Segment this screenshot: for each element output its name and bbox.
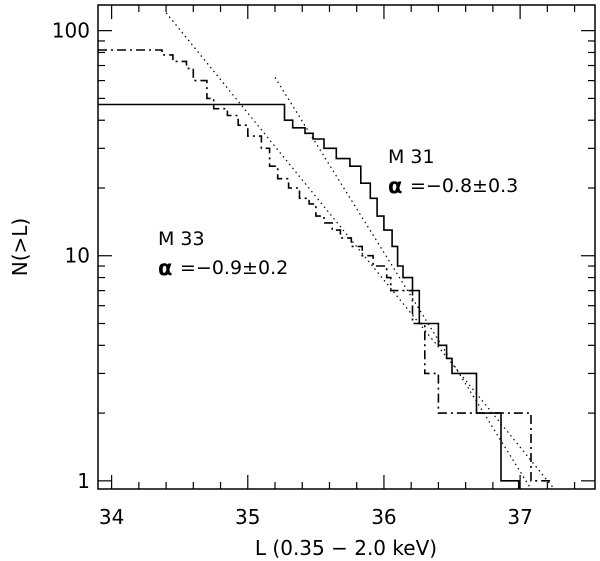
annotation-m31: M 31 α =−0.8±0.3 [388, 146, 518, 198]
y-tick-label: 1 [77, 469, 90, 493]
plot-frame [97, 4, 596, 490]
x-tick-label: 35 [235, 505, 260, 529]
m31-label: M 31 [388, 146, 435, 168]
m31-alpha-value: =−0.8±0.3 [410, 175, 518, 197]
m33-label: M 33 [158, 228, 205, 250]
m33-alpha-value: =−0.9±0.2 [180, 257, 288, 279]
fit-line-2 [274, 77, 532, 490]
x-tick-label: 34 [99, 505, 124, 529]
x-axis-label: L (0.35 − 2.0 keV) [255, 536, 437, 560]
m31-alpha-symbol: α [388, 174, 402, 198]
annotation-m33: M 33 α =−0.9±0.2 [158, 228, 288, 280]
y-axis-label: N(>L) [8, 218, 32, 276]
x-tick-label: 37 [507, 505, 532, 529]
series-layer [98, 12, 555, 490]
plot-area: 34 35 36 37 1 10 100 [52, 4, 596, 529]
fit-line-1 [165, 12, 555, 490]
series-m33-step [98, 49, 551, 482]
y-tick-label: 10 [65, 244, 90, 268]
y-tick-label: 100 [52, 19, 90, 43]
m33-alpha-symbol: α [158, 256, 172, 280]
series-m31-step [98, 103, 520, 489]
tick-layer: 34 35 36 37 1 10 100 [52, 5, 595, 529]
x-tick-label: 36 [371, 505, 396, 529]
